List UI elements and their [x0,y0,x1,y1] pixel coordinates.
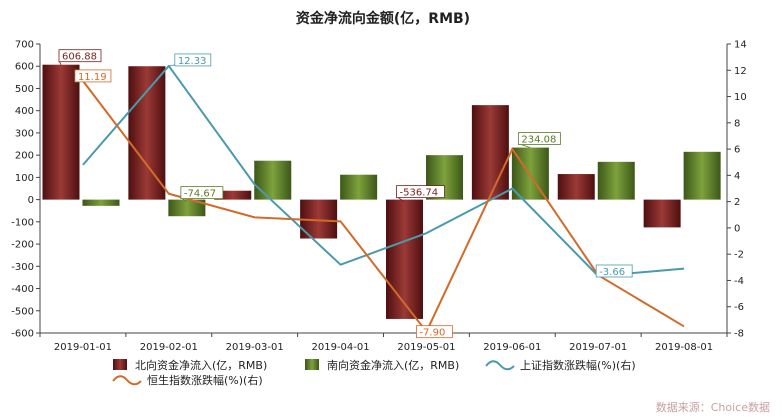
annotation-leader [168,64,175,67]
plot-area: -600-500-400-300-200-1000100200300400500… [11,40,746,354]
y-right-tick-label: -4 [734,276,744,287]
legend-entry-3: 恒生指数涨跌幅(%)(右) [147,373,263,387]
bar-southbound-2019-08-01[interactable] [683,151,721,200]
annotation-box [517,132,561,145]
source-note: 数据来源：Choice数据 [656,400,770,414]
y-left-tick-label: 0 [28,195,34,206]
y-right-tick-label: 0 [734,223,740,234]
y-left-tick-label: 400 [15,106,34,117]
data-label: -536.74 [400,188,439,199]
annotation-box [416,325,453,339]
y-left-tick-label: 500 [15,84,34,95]
x-tick-label: 2019-06-01 [483,342,541,353]
bar-southbound-2019-07-01[interactable] [597,161,635,200]
annotation-box [396,185,445,199]
y-right-tick-label: 10 [734,92,747,103]
y-right-tick-label: -6 [734,302,744,313]
x-tick-label: 2019-07-01 [569,342,627,353]
y-right-tick-label: 2 [734,197,740,208]
bar-northbound-2019-02-01[interactable] [128,66,166,200]
bar-northbound-2019-05-01[interactable] [386,199,423,319]
x-tick-label: 2019-08-01 [655,342,713,353]
y-right-tick-label: 6 [734,145,740,156]
bar-northbound-2019-08-01[interactable] [643,199,681,228]
x-tick-label: 2019-04-01 [312,342,370,353]
y-left-tick-label: -600 [11,329,34,340]
annotation-box [58,49,102,63]
y-left-tick-label: -400 [11,284,34,295]
bar-southbound-2019-03-01[interactable] [254,160,292,200]
data-label: 606.88 [62,52,97,63]
x-tick-label: 2019-02-01 [140,342,198,353]
legend: 北向资金净流入(亿，RMB) 南向资金净流入(亿，RMB) 上证指数涨跌幅(%)(右… [112,358,636,387]
y-right-tick-label: 14 [734,40,747,51]
bar-northbound-2019-01-01[interactable] [42,64,80,200]
bar-northbound-2019-07-01[interactable] [557,174,595,200]
line-shanghai-index[interactable] [82,64,685,277]
y-right-tick-label: -2 [734,250,744,261]
legend-swatch-2 [485,360,515,371]
y-left-tick-label: -500 [11,306,34,317]
data-label: 234.08 [521,135,556,146]
x-tick-label: 2019-05-01 [397,342,455,353]
y-left-tick-label: 200 [15,151,34,162]
y-left-tick-label: 100 [15,173,34,184]
y-left-tick-label: 300 [15,128,34,139]
legend-entry-2: 上证指数涨跌幅(%)(右) [520,358,636,372]
y-left-tick-label: -100 [11,217,34,228]
annotation-box [174,53,212,67]
y-left-tick-label: -200 [11,240,34,251]
legend-swatch-1 [305,359,319,370]
y-right-tick-label: 4 [734,171,740,182]
data-label: -74.67 [184,189,216,200]
y-left-tick-label: -300 [11,262,34,273]
data-label: 12.33 [178,56,207,67]
legend-swatch-3 [112,375,142,386]
bar-southbound-2019-01-01[interactable] [82,199,120,206]
y-right-tick-label: 8 [734,118,740,129]
y-right-tick-label: -8 [734,329,744,340]
legend-entry-0: 北向资金净流入(亿，RMB) [135,358,267,372]
data-label: -3.66 [599,267,625,278]
x-tick-label: 2019-03-01 [226,342,284,353]
y-right-tick-label: 12 [734,66,747,77]
y-left-tick-label: 700 [15,40,34,51]
annotation-box [595,264,633,278]
bar-southbound-2019-04-01[interactable] [340,174,378,200]
bar-southbound-2019-02-01[interactable] [168,199,206,217]
legend-swatch-0 [113,359,127,370]
y-left-tick-label: 600 [15,62,34,73]
data-label: 11.19 [78,72,107,83]
annotation-box [180,186,224,200]
legend-entry-1: 南向资金净流入(亿，RMB) [327,358,459,372]
x-tick-label: 2019-01-01 [54,342,112,353]
bar-northbound-2019-06-01[interactable] [471,105,509,200]
bar-northbound-2019-03-01[interactable] [214,190,252,200]
chart-title: 资金净流向金额(亿，RMB) [296,10,470,27]
data-label: -7.90 [419,328,445,339]
annotation-box [74,69,112,83]
